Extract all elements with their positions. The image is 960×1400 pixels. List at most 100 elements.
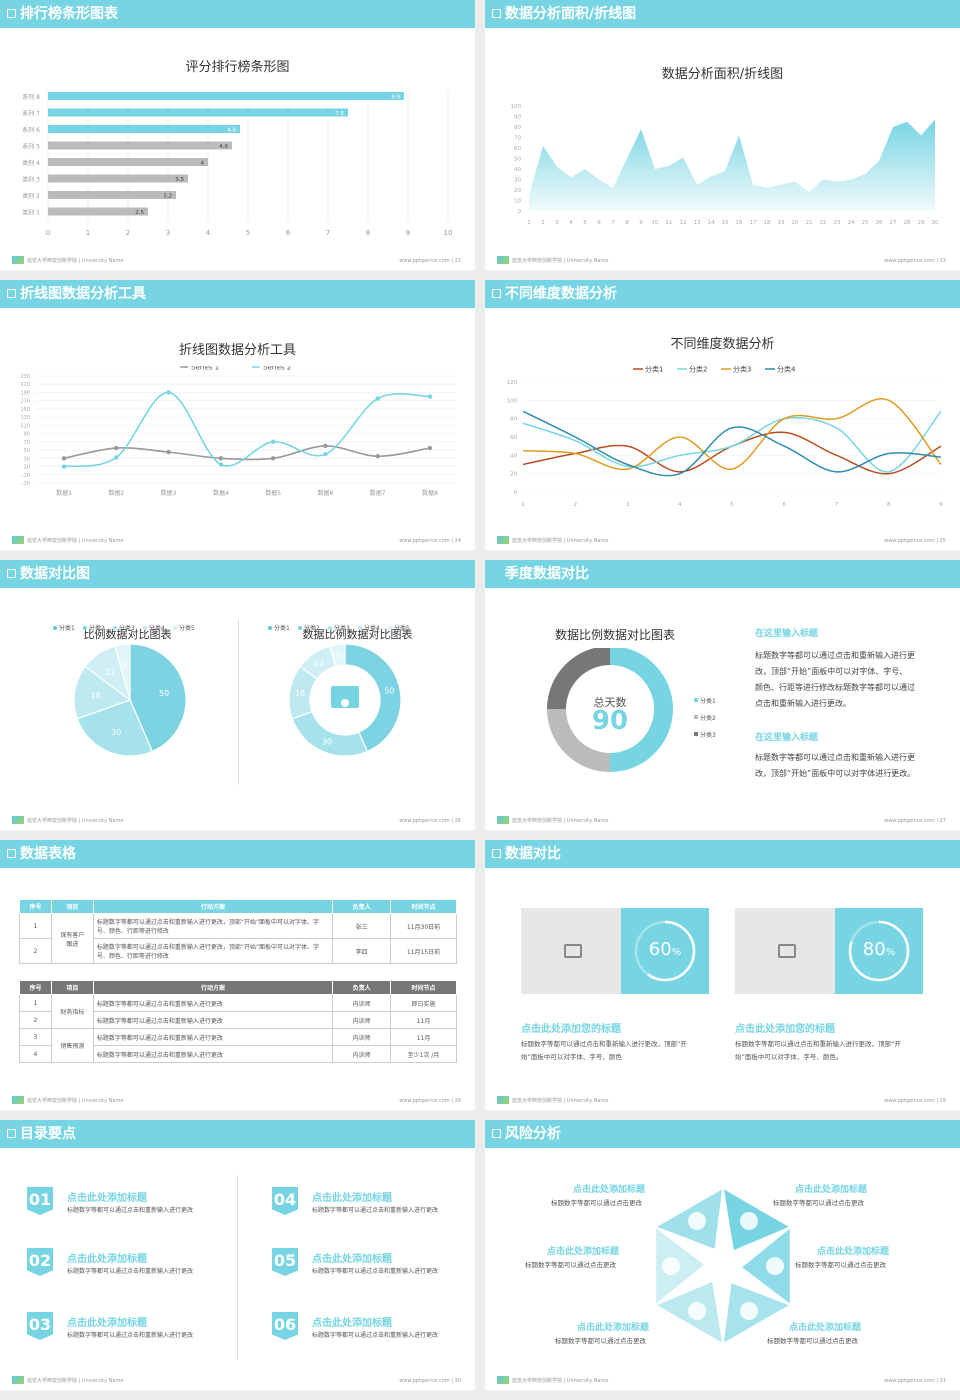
hex-segment [740, 1226, 792, 1306]
th-project: 项目 [50, 899, 94, 914]
paragraph-line: 点击和重新输入进行更改。 [755, 699, 851, 708]
cell-deadline: 11月30日前 [390, 913, 457, 939]
presenter-icon [331, 686, 359, 708]
donut-slice [547, 648, 610, 709]
page-number: 26 [454, 818, 461, 824]
x-tick-label: 13 [694, 220, 701, 226]
money-bag-icon [740, 1211, 758, 1230]
section-title-1: 在这里输入标题 [755, 629, 819, 639]
y-tick-label: 40 [510, 453, 517, 459]
footer-site: www.pptgenius.com [399, 538, 450, 544]
cell-plan: 标题数字等都可以通过点击和重新输入进行更改，顶部“开始”面板中可以对字体、字号、… [92, 913, 334, 939]
risk-title: 点击此处添加标题 [547, 1247, 620, 1257]
x-tick-label: 5 [246, 229, 250, 237]
x-tick-label: 27 [890, 220, 897, 226]
slide-header: 数据分析面积/折线图 [485, 0, 960, 28]
x-tick-label: 16 [736, 220, 743, 226]
legend-label: 分类3 [119, 624, 135, 632]
x-tick-label: 29 [918, 220, 925, 226]
footer-school: 延安大学西安创新学院 | University Name [512, 537, 609, 544]
x-tick-label: 7 [835, 502, 839, 508]
y-tick-label: 70 [24, 440, 30, 446]
footer-page: www.pptgenius.com | 29 [884, 1098, 946, 1104]
footer: 延安大学西安创新学院 | University Name [12, 256, 123, 264]
school-logo-icon [497, 816, 509, 824]
progress-ring [848, 920, 910, 982]
pie-slice [73, 665, 132, 720]
footer: 延安大学西安创新学院 | University Name [497, 816, 608, 824]
pie-chart-icon [688, 1302, 706, 1321]
risk-text: 标题数字等都可以通过点击更改 [551, 1199, 642, 1207]
cell-index: 1 [19, 913, 52, 939]
slice-label: 18 [295, 689, 305, 698]
page-number: 31 [939, 1378, 946, 1384]
footer-site: www.pptgenius.com [399, 818, 450, 824]
slice-label: 50 [384, 687, 394, 696]
slice-label: 12 [314, 658, 324, 667]
series-point [218, 462, 224, 467]
risk-title: 点击此处添加标题 [577, 1323, 650, 1333]
series-point [114, 445, 119, 451]
y-tick-label: 60 [514, 146, 521, 152]
slide-pie-compare: 数据对比图 比例数据对比图表 数据比例数据对比图表 50 30 18 12 5 分类1 分类… [0, 560, 475, 830]
th-plan: 行动方案 [92, 980, 334, 995]
cell-deadline: 11月15日前 [390, 938, 457, 964]
category-label: 系列 5 [22, 143, 40, 151]
x-tick-label: 30 [932, 220, 939, 226]
handshake-icon [688, 1211, 706, 1230]
y-tick-label: 0 [514, 490, 518, 496]
legend-swatch [83, 626, 87, 630]
x-tick-label: 5 [583, 220, 587, 226]
item-title: 点击此处添加标题 [312, 1254, 392, 1265]
item-number: 06 [272, 1312, 298, 1340]
donut-label: 总天数 [593, 696, 627, 709]
x-tick-label: 18 [764, 220, 771, 226]
slice-label: 12 [105, 667, 115, 676]
y-tick-label: 50 [514, 157, 521, 163]
series-point [375, 396, 380, 401]
footer: 延安大学西安创新学院 | University Name [497, 1096, 608, 1104]
school-logo-icon [12, 256, 24, 264]
y-tick-label: 40 [514, 167, 521, 173]
pie-slice [329, 643, 346, 668]
legend-swatch [298, 626, 302, 630]
x-tick-label: 0 [46, 229, 50, 237]
bar [48, 158, 208, 166]
page-number: 27 [939, 818, 946, 824]
image-icon [564, 944, 582, 958]
series-point [323, 443, 328, 449]
x-tick-label: 2 [541, 220, 545, 226]
y-tick-label: 190 [20, 390, 30, 396]
x-tick-label: 10 [652, 220, 659, 226]
series-point [114, 455, 119, 460]
x-tick-label: 4 [678, 502, 682, 508]
page-number: 23 [939, 258, 946, 264]
risk-title: 点击此处添加标题 [795, 1185, 868, 1195]
item-title: 点击此处添加标题 [67, 1254, 147, 1265]
x-tick-label: 20 [792, 220, 799, 226]
slide-season-compare: 季度数据对比 数据比例数据对比图表 分类1 分类2 分类3 总天数 90 在这里输入… [485, 560, 960, 830]
legend-label: 分类5 [394, 624, 410, 632]
x-tick-label: 19 [778, 220, 785, 226]
cell-index: 3 [19, 1028, 52, 1046]
footer-school: 延安大学西安创新学院 | University Name [27, 817, 124, 824]
series-line [522, 410, 942, 477]
x-tick-label: 9 [939, 502, 943, 508]
footer-site: www.pptgenius.com [884, 1378, 935, 1384]
y-tick-label: 30 [514, 178, 521, 184]
image-placeholder [521, 908, 621, 994]
y-tick-label: 70 [514, 136, 521, 142]
legend-swatch [143, 626, 147, 630]
paragraph-line: 改，顶部“开始”面板中可以对字体进行更改。 [755, 769, 916, 778]
building-icon [662, 1257, 680, 1275]
footer-page: www.pptgenius.com | 22 [399, 258, 461, 264]
legend-label: 分类4 [149, 624, 165, 632]
legend-swatch [694, 715, 698, 719]
x-tick-label: 数据7 [370, 489, 386, 497]
x-tick-label: 14 [708, 220, 715, 226]
slide-toc-points: 目录要点 01 点击此处添加标题 标题数字等都可以通过点击和重新输入进行更改 02 点击… [0, 1120, 475, 1390]
th-index: 序号 [19, 980, 52, 995]
line-chart: 230 210 190 170 150 130 110 90 70 50 30 10 -10 -30 数据1… [20, 366, 456, 497]
chart-title: 不同维度数据分析 [670, 337, 775, 352]
slide-header: 风险分析 [485, 1120, 960, 1148]
